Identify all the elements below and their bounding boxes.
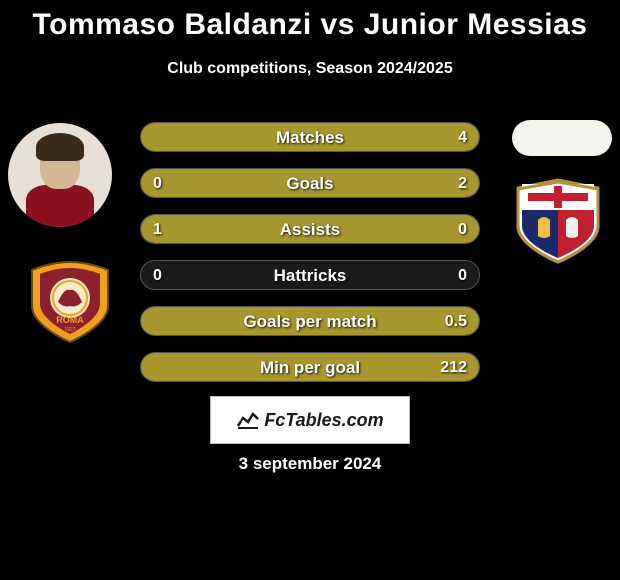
stat-row-hattricks: 0 Hattricks 0 [140,260,480,290]
stat-label: Goals [141,169,479,198]
page-title: Tommaso Baldanzi vs Junior Messias [0,0,620,42]
stat-label: Matches [141,123,479,152]
footer-date: 3 september 2024 [0,454,620,474]
stat-value-right: 4 [458,123,467,152]
stat-value-right: 212 [440,353,467,382]
genoa-badge-icon [508,176,608,266]
player-left-photo [8,123,112,227]
stat-value-right: 0.5 [445,307,467,336]
roma-badge-icon: ROMA 1927 [20,258,120,346]
stat-value-right: 0 [458,215,467,244]
stat-value-right: 2 [458,169,467,198]
stat-row-matches: Matches 4 [140,122,480,152]
page-subtitle: Club competitions, Season 2024/2025 [0,60,620,78]
comparison-infographic: Tommaso Baldanzi vs Junior Messias Club … [0,0,620,580]
svg-text:1927: 1927 [64,327,75,333]
stat-label: Min per goal [141,353,479,382]
stat-row-assists: 1 Assists 0 [140,214,480,244]
stat-label: Goals per match [141,307,479,336]
club-badge-left: ROMA 1927 [20,258,120,346]
fctables-logo: FcTables.com [236,410,383,431]
photo-hair-shape [36,133,84,161]
stat-row-goals: 0 Goals 2 [140,168,480,198]
photo-body-shape [26,185,94,227]
club-badge-right [508,176,608,266]
stat-value-right: 0 [458,261,467,290]
stats-table: Matches 4 0 Goals 2 1 Assists 0 0 Hattri… [140,122,480,398]
chart-icon [236,410,260,430]
stat-label: Hattricks [141,261,479,290]
player-right-photo [512,120,612,156]
footer-attribution-box: FcTables.com [210,396,410,444]
stat-row-goals-per-match: Goals per match 0.5 [140,306,480,336]
stat-label: Assists [141,215,479,244]
footer-site-text: FcTables.com [264,410,383,431]
svg-text:ROMA: ROMA [56,315,84,325]
stat-row-min-per-goal: Min per goal 212 [140,352,480,382]
